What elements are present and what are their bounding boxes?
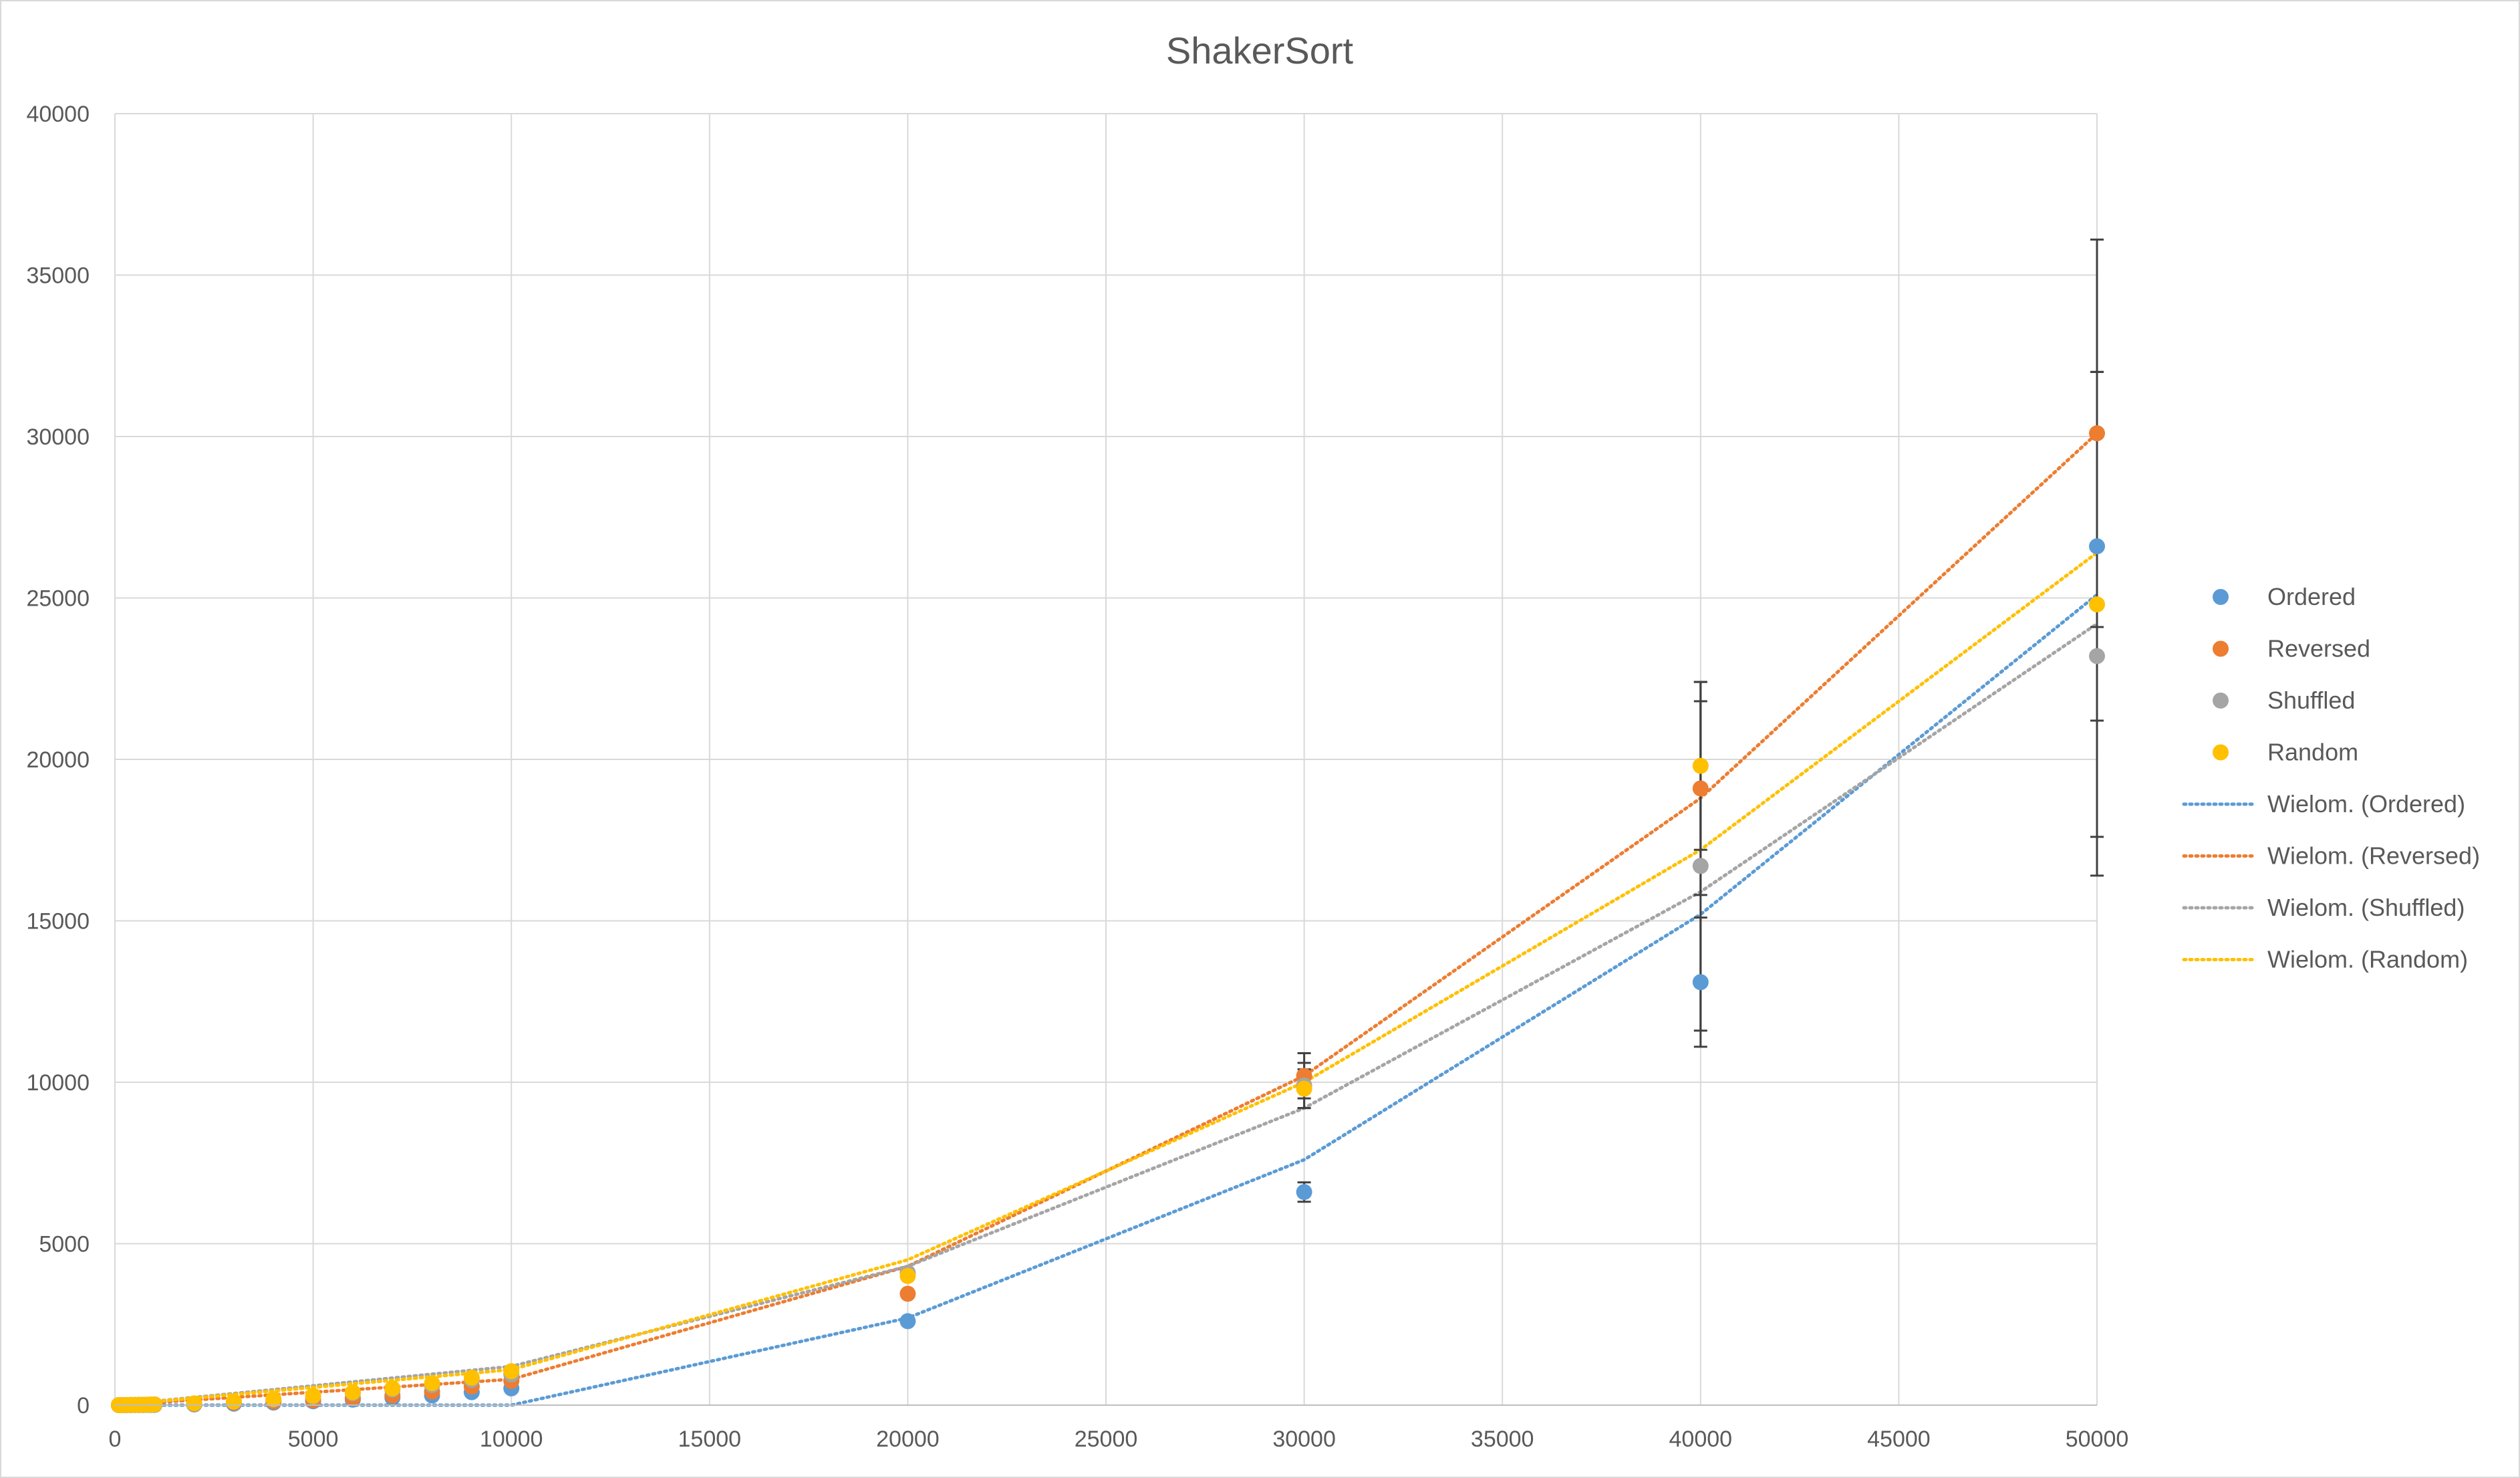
legend-label: Wielom. (Ordered) (2267, 790, 2465, 818)
trendline (113, 551, 2099, 1407)
legend-label: Shuffled (2267, 687, 2355, 714)
data-point (899, 1313, 916, 1330)
data-point (424, 1375, 440, 1392)
data-point (503, 1363, 520, 1380)
y-tick-label: 35000 (26, 263, 90, 289)
x-tick-label: 35000 (1471, 1427, 1534, 1452)
y-tick-label: 0 (77, 1393, 90, 1419)
legend-label: Random (2267, 739, 2358, 766)
data-point (384, 1380, 401, 1396)
legend-marker (2213, 693, 2229, 709)
data-point (899, 1285, 916, 1302)
x-tick-label: 30000 (1272, 1427, 1336, 1452)
x-tick-label: 45000 (1867, 1427, 1931, 1452)
x-tick-label: 10000 (480, 1427, 543, 1452)
y-tick-label: 30000 (26, 424, 90, 450)
legend-marker (2213, 744, 2229, 761)
data-point (1692, 974, 1709, 991)
data-point (1296, 1080, 1312, 1097)
data-point (225, 1393, 242, 1410)
data-point (2089, 648, 2105, 664)
trendline (113, 431, 2099, 1407)
x-tick-label: 20000 (876, 1427, 940, 1452)
chart-title: ShakerSort (1166, 29, 1354, 72)
data-point (2089, 425, 2105, 442)
x-tick-label: 25000 (1075, 1427, 1138, 1452)
legend-label: Wielom. (Random) (2267, 946, 2468, 973)
legend-label: Reversed (2267, 635, 2370, 662)
y-tick-label: 15000 (26, 909, 90, 935)
y-tick-label: 5000 (39, 1232, 90, 1257)
x-tick-label: 50000 (2066, 1427, 2129, 1452)
data-point (265, 1390, 282, 1407)
data-point (1692, 780, 1709, 797)
trendline (113, 622, 2099, 1407)
data-point (1692, 858, 1709, 874)
y-tick-label: 10000 (26, 1070, 90, 1096)
data-point (186, 1395, 202, 1412)
data-point (2089, 538, 2105, 555)
data-point (1296, 1184, 1312, 1201)
y-tick-label: 25000 (26, 586, 90, 612)
data-point (1692, 757, 1709, 774)
data-point (463, 1369, 480, 1386)
x-tick-label: 40000 (1669, 1427, 1733, 1452)
x-tick-label: 15000 (678, 1427, 742, 1452)
legend-label: Wielom. (Reversed) (2267, 842, 2480, 870)
data-point (344, 1384, 361, 1400)
x-tick-label: 0 (109, 1427, 122, 1452)
y-tick-label: 20000 (26, 747, 90, 773)
data-point (899, 1267, 916, 1284)
axis-layer: 0 5000 10000 15000 20000 25000 30000 35000 40000… (26, 102, 2128, 1452)
legend: Ordered Reversed Shuffled Random Wielom. (Or… (2182, 583, 2480, 973)
legend-label: Ordered (2267, 583, 2356, 610)
data-point (305, 1387, 321, 1404)
y-tick-label: 40000 (26, 102, 90, 127)
x-tick-label: 5000 (288, 1427, 339, 1452)
legend-label: Wielom. (Shuffled) (2267, 894, 2465, 921)
legend-marker (2213, 589, 2229, 605)
legend-marker (2213, 640, 2229, 657)
data-point (2089, 596, 2105, 613)
